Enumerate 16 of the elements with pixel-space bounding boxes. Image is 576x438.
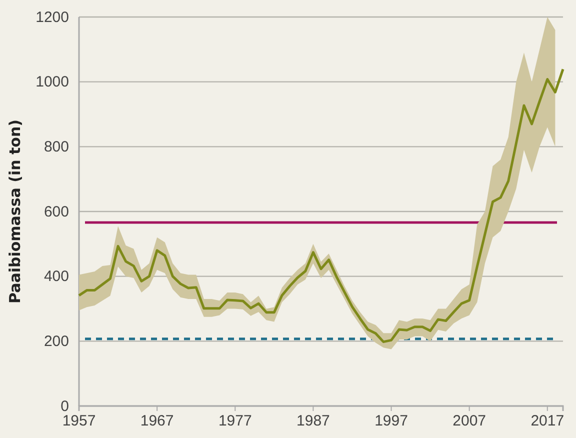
y-tick-label: 1000 <box>36 74 69 91</box>
x-tick-label: 2017 <box>530 412 564 430</box>
y-tick-label: 1200 <box>36 8 69 26</box>
y-tick-label: 400 <box>44 268 69 286</box>
y-tick-label: 800 <box>44 138 69 156</box>
x-tick-label: 1977 <box>218 412 252 430</box>
x-tick-label: 1997 <box>374 412 408 430</box>
y-tick-label: 200 <box>44 332 69 350</box>
y-tick-label: 600 <box>44 203 69 220</box>
x-tick-label: 1987 <box>296 412 330 430</box>
x-tick-label: 1957 <box>62 412 96 430</box>
y-axis-title: Paaibiomassa (in ton) <box>6 119 24 304</box>
x-tick-label: 2007 <box>452 412 486 430</box>
line-series <box>78 68 564 344</box>
x-tick-label: 1967 <box>140 412 174 430</box>
y-tick-label: 0 <box>60 398 69 415</box>
